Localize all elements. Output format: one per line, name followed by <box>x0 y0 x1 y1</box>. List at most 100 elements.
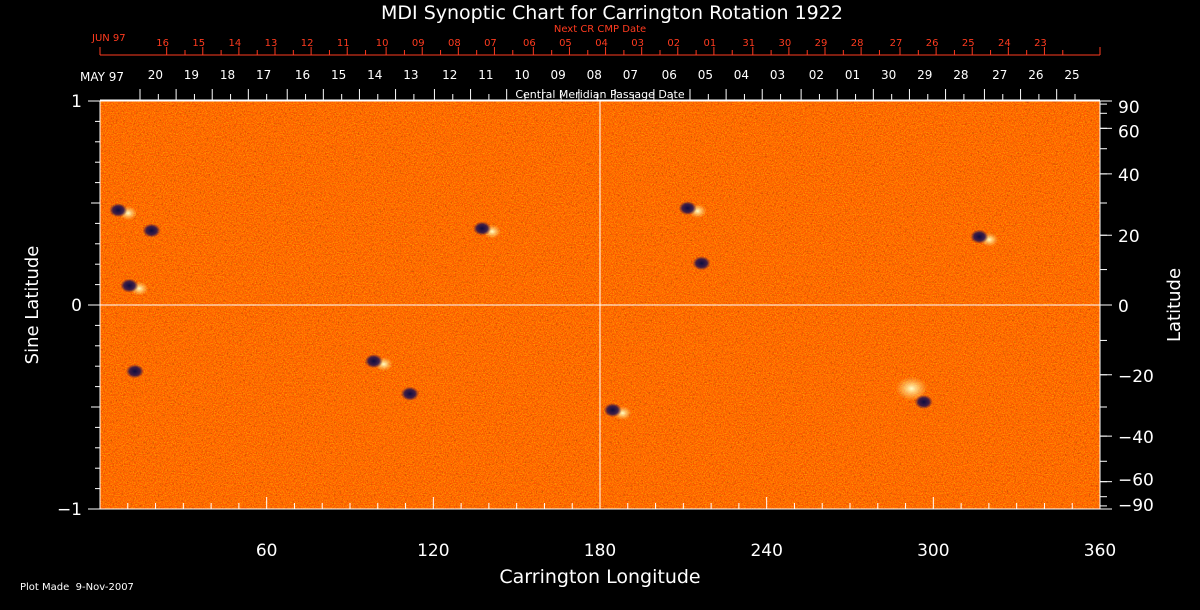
cmp-axis-label: Central Meridian Passage Date <box>515 88 684 101</box>
next-cmp-date-label: 28 <box>851 38 864 49</box>
left-tick-label: 1 <box>71 92 82 112</box>
next-cmp-date-label: 13 <box>265 38 278 49</box>
negative-polarity <box>364 354 383 369</box>
plot-date-footer: Plot Made 9-Nov-2007 <box>20 582 134 593</box>
x-axis-label: Carrington Longitude <box>499 566 700 588</box>
cmp-date-label: 28 <box>953 68 968 82</box>
active-region-13 <box>400 386 419 401</box>
x-tick-label: 60 <box>256 541 278 561</box>
month-label: MAY 97 <box>80 70 124 84</box>
negative-polarity <box>125 364 144 379</box>
right-tick-label: −20 <box>1118 367 1154 387</box>
right-tick-label: −40 <box>1118 428 1154 448</box>
next-cmp-date-label: 24 <box>998 38 1011 49</box>
cmp-date-label: 06 <box>662 68 677 82</box>
x-tick-label: 180 <box>584 541 616 561</box>
negative-polarity <box>120 278 139 293</box>
cmp-date-label: 02 <box>809 68 824 82</box>
negative-polarity <box>400 386 419 401</box>
active-region-10 <box>914 394 933 409</box>
next-cmp-date-label: 30 <box>779 38 792 49</box>
x-tick-label: 120 <box>417 541 449 561</box>
cmp-date-label: 27 <box>992 68 1007 82</box>
negative-polarity <box>970 229 989 244</box>
next-cmp-date-label: 29 <box>815 38 828 49</box>
cmp-date-label: 14 <box>367 68 382 82</box>
next-cmp-date-label: 08 <box>448 38 461 49</box>
next-cmp-date-label: 14 <box>229 38 242 49</box>
next-cmp-date-label: 04 <box>595 38 608 49</box>
negative-polarity <box>678 201 697 216</box>
cmp-date-label: 03 <box>770 68 785 82</box>
next-cmp-date-label: 01 <box>704 38 717 49</box>
cmp-date-label: 13 <box>403 68 418 82</box>
x-tick-label: 360 <box>1084 541 1116 561</box>
negative-polarity <box>473 221 492 236</box>
next-month-label: JUN 97 <box>91 33 126 44</box>
axis-ticks: 60 120 180 240 300 36010−1906040200−20−40−60−… <box>57 38 1154 561</box>
next-cmp-date-label: 09 <box>412 38 425 49</box>
cmp-date-label: 01 <box>845 68 860 82</box>
next-cmp-date-label: 16 <box>156 38 169 49</box>
negative-polarity <box>109 203 128 218</box>
positive-polarity <box>895 376 928 401</box>
right-tick-label: 60 <box>1118 122 1140 142</box>
cmp-date-label: 05 <box>698 68 713 82</box>
left-tick-label: −1 <box>57 500 82 520</box>
next-cmp-date-label: 11 <box>337 38 350 49</box>
active-region-3 <box>120 278 149 296</box>
y-axis-label-left: Sine Latitude <box>22 246 43 365</box>
active-region-1 <box>109 203 138 221</box>
right-tick-label: 90 <box>1118 98 1140 118</box>
next-cmp-date-label: 07 <box>484 38 497 49</box>
negative-polarity <box>142 223 161 238</box>
active-region-2 <box>142 223 161 238</box>
cmp-date-label: 19 <box>184 68 199 82</box>
cmp-date-label: 18 <box>220 68 235 82</box>
cmp-date-label: 08 <box>587 68 602 82</box>
cmp-date-label: 07 <box>623 68 638 82</box>
y-axis-label-right: Latitude <box>1164 268 1185 342</box>
negative-polarity <box>603 403 622 418</box>
x-tick-label: 300 <box>917 541 949 561</box>
negative-polarity <box>692 256 711 271</box>
negative-polarity <box>914 394 933 409</box>
right-tick-label: −90 <box>1118 496 1154 516</box>
cmp-date-label: 29 <box>917 68 932 82</box>
active-region-6 <box>692 256 711 271</box>
active-region-4 <box>473 221 502 239</box>
active-region-8 <box>603 403 632 421</box>
next-cmp-date-label: 25 <box>962 38 975 49</box>
next-cmp-date-label: 10 <box>376 38 389 49</box>
next-cmp-date-label: 15 <box>192 38 205 49</box>
cmp-date-label: 25 <box>1064 68 1079 82</box>
next-cmp-date-label: 06 <box>523 38 536 49</box>
cmp-date-label: 30 <box>881 68 896 82</box>
right-tick-label: −60 <box>1118 471 1154 491</box>
right-tick-label: 0 <box>1118 297 1129 317</box>
active-region-9 <box>895 376 928 401</box>
chart-title: MDI Synoptic Chart for Carrington Rotati… <box>381 2 843 24</box>
center-crosshair <box>100 101 1100 509</box>
cmp-date-label: 11 <box>478 68 493 82</box>
cmp-date-label: 09 <box>550 68 565 82</box>
next-cmp-axis-label: Next CR CMP Date <box>554 24 646 35</box>
active-region-5 <box>678 201 707 219</box>
active-regions <box>109 201 999 421</box>
right-tick-label: 20 <box>1118 227 1140 247</box>
active-region-11 <box>125 364 144 379</box>
cmp-date-label: 04 <box>734 68 749 82</box>
cmp-date-label: 16 <box>295 68 310 82</box>
cmp-date-label: 17 <box>256 68 271 82</box>
left-tick-label: 0 <box>71 296 82 316</box>
right-tick-label: 40 <box>1118 166 1140 186</box>
cmp-date-label: 12 <box>442 68 457 82</box>
x-tick-label: 240 <box>750 541 782 561</box>
cmp-date-label: 10 <box>514 68 529 82</box>
cmp-date-label: 26 <box>1028 68 1043 82</box>
next-cmp-date-label: 26 <box>926 38 939 49</box>
next-cmp-date-label: 02 <box>667 38 680 49</box>
active-region-12 <box>364 354 393 372</box>
cmp-date-label: 15 <box>331 68 346 82</box>
